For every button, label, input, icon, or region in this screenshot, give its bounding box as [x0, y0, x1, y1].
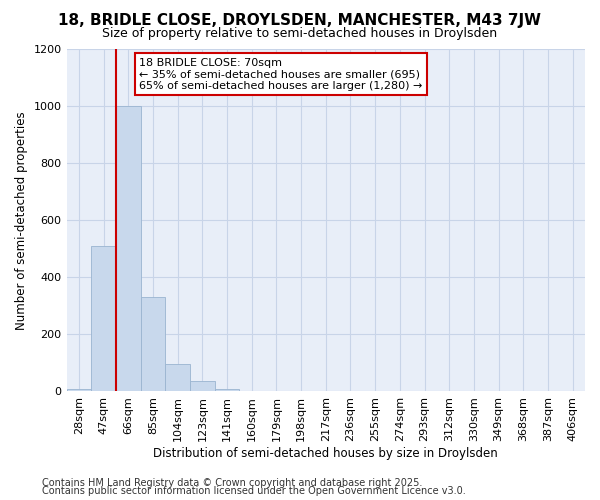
Text: Contains HM Land Registry data © Crown copyright and database right 2025.: Contains HM Land Registry data © Crown c… [42, 478, 422, 488]
Text: 18 BRIDLE CLOSE: 70sqm
← 35% of semi-detached houses are smaller (695)
65% of se: 18 BRIDLE CLOSE: 70sqm ← 35% of semi-det… [139, 58, 422, 91]
Text: Contains public sector information licensed under the Open Government Licence v3: Contains public sector information licen… [42, 486, 466, 496]
Text: Size of property relative to semi-detached houses in Droylsden: Size of property relative to semi-detach… [103, 28, 497, 40]
Y-axis label: Number of semi-detached properties: Number of semi-detached properties [15, 111, 28, 330]
Bar [140, 298, 165, 392]
Bar [215, 388, 239, 392]
Text: 18, BRIDLE CLOSE, DROYLSDEN, MANCHESTER, M43 7JW: 18, BRIDLE CLOSE, DROYLSDEN, MANCHESTER,… [59, 12, 542, 28]
Bar [190, 382, 215, 392]
Bar [165, 364, 190, 392]
Bar [67, 388, 91, 392]
X-axis label: Distribution of semi-detached houses by size in Droylsden: Distribution of semi-detached houses by … [154, 447, 498, 460]
Bar [116, 106, 140, 392]
Bar [91, 246, 116, 392]
